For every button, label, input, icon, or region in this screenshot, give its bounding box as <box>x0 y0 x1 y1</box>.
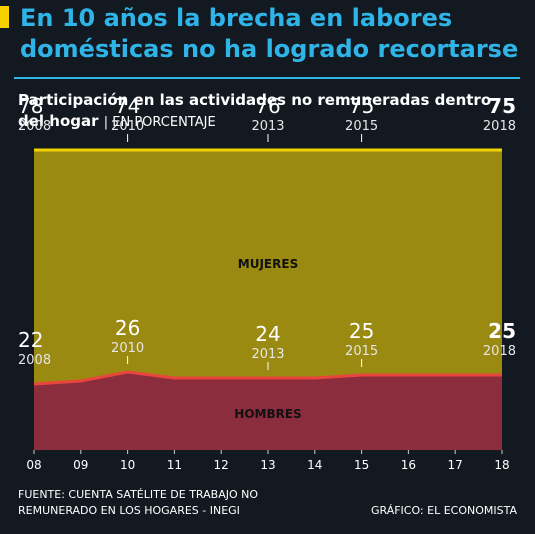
chart-subtitle: Participación en las actividades no remu… <box>18 90 518 133</box>
x-tick-label-17: 17 <box>448 458 463 472</box>
annotation-value-mujeres-2008: 78 <box>18 94 43 118</box>
x-tick-label-08: 08 <box>26 458 41 472</box>
annotation-year-mujeres-2018: 2018 <box>483 119 516 134</box>
x-tick-label-09: 09 <box>73 458 88 472</box>
area-hombres <box>34 372 502 450</box>
chart-title: En 10 años la brecha en labores doméstic… <box>20 4 519 63</box>
subtitle-unit: | EN PORCENTAJE <box>103 115 216 130</box>
area-mujeres <box>34 150 502 384</box>
x-tick-label-14: 14 <box>307 458 322 472</box>
annotation-value-hombres-2010: 26 <box>115 316 140 340</box>
x-tick-label-16: 16 <box>401 458 416 472</box>
annotation-value-mujeres-2013: 76 <box>255 94 280 118</box>
graphic-credit: GRÁFICO: EL ECONOMISTA <box>370 504 517 517</box>
x-tick-label-15: 15 <box>354 458 369 472</box>
title-rule <box>14 77 520 79</box>
x-tick-label-11: 11 <box>167 458 182 472</box>
x-tick-label-10: 10 <box>120 458 135 472</box>
source-line-1: FUENTE: CUENTA SATÉLITE DE TRABAJO NO <box>18 488 259 501</box>
x-tick-label-13: 13 <box>260 458 275 472</box>
annotation-year-hombres-2010: 2010 <box>111 341 144 356</box>
annotation-value-hombres-2018: 25 <box>488 319 516 343</box>
subtitle-main: Participación en las actividades no remu… <box>18 91 492 130</box>
annotation-year-hombres-2013: 2013 <box>251 347 284 362</box>
annotation-year-mujeres-2010: 2010 <box>111 119 144 134</box>
line-hombres <box>33 370 502 386</box>
series-label-mujeres: MUJERES <box>238 257 298 271</box>
annotation-year-hombres-2018: 2018 <box>483 344 516 359</box>
annotation-value-mujeres-2010: 74 <box>115 94 140 118</box>
annotation-year-mujeres-2008: 2008 <box>18 119 51 134</box>
annotation-value-hombres-2013: 24 <box>255 322 280 346</box>
annotation-value-hombres-2008: 22 <box>18 328 43 352</box>
annotation-value-mujeres-2018: 75 <box>488 94 516 118</box>
annotation-value-hombres-2015: 25 <box>349 319 374 343</box>
annotation-year-mujeres-2013: 2013 <box>251 119 284 134</box>
x-tick-label-12: 12 <box>214 458 229 472</box>
annotation-value-mujeres-2015: 75 <box>349 94 374 118</box>
annotation-year-mujeres-2015: 2015 <box>345 119 378 134</box>
annotation-year-hombres-2015: 2015 <box>345 344 378 359</box>
title-marker <box>0 6 9 28</box>
source-note: FUENTE: CUENTA SATÉLITE DE TRABAJO NO RE… <box>18 487 318 519</box>
series-label-hombres: HOMBRES <box>234 407 301 421</box>
source-line-2: REMUNERADO EN LOS HOGARES - INEGI <box>18 504 240 517</box>
annotation-year-hombres-2008: 2008 <box>18 353 51 368</box>
x-tick-label-18: 18 <box>494 458 509 472</box>
